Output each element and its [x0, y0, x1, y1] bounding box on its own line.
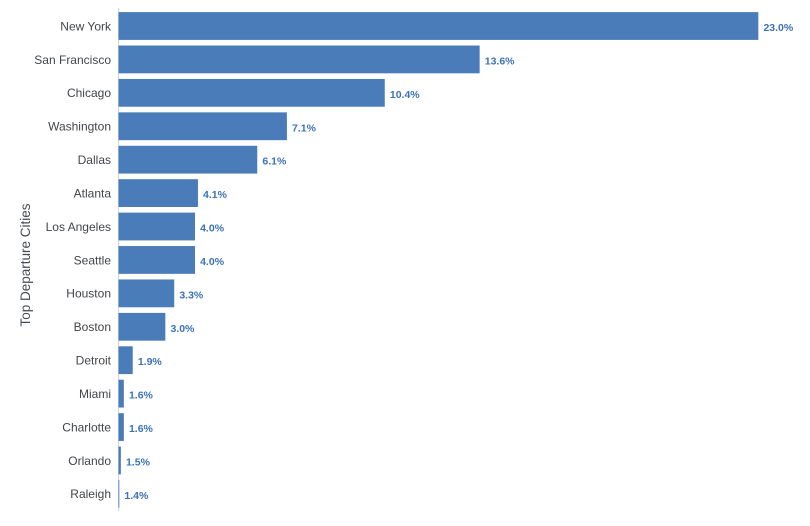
svg-text:Washington: Washington	[48, 120, 111, 134]
svg-text:Miami: Miami	[79, 387, 111, 401]
svg-text:4.0%: 4.0%	[200, 256, 225, 268]
svg-text:1.5%: 1.5%	[126, 456, 151, 468]
svg-text:7.1%: 7.1%	[292, 122, 317, 134]
svg-text:Atlanta: Atlanta	[74, 186, 112, 200]
svg-text:1.6%: 1.6%	[129, 390, 154, 402]
svg-text:New York: New York	[60, 19, 112, 33]
svg-text:3.0%: 3.0%	[170, 323, 195, 335]
svg-text:Chicago: Chicago	[67, 86, 111, 100]
svg-text:San Francisco: San Francisco	[34, 53, 111, 67]
svg-text:4.1%: 4.1%	[203, 189, 228, 201]
svg-text:13.6%: 13.6%	[485, 55, 515, 67]
svg-text:1.6%: 1.6%	[129, 423, 154, 435]
svg-text:Los Angeles: Los Angeles	[46, 220, 111, 234]
svg-text:Top Departure Cities: Top Departure Cities	[18, 203, 33, 326]
svg-text:Houston: Houston	[66, 287, 111, 301]
svg-text:6.1%: 6.1%	[262, 156, 287, 168]
svg-text:23.0%: 23.0%	[763, 22, 793, 34]
svg-text:3.3%: 3.3%	[179, 289, 204, 301]
svg-text:4.0%: 4.0%	[200, 223, 225, 235]
svg-text:Seattle: Seattle	[74, 253, 112, 267]
svg-text:Boston: Boston	[74, 320, 111, 334]
svg-text:Orlando: Orlando	[68, 454, 111, 468]
svg-text:Raleigh: Raleigh	[70, 487, 111, 501]
svg-text:10.4%: 10.4%	[390, 89, 420, 101]
svg-text:Charlotte: Charlotte	[62, 420, 111, 434]
svg-text:1.4%: 1.4%	[124, 490, 149, 502]
svg-text:Dallas: Dallas	[78, 153, 111, 167]
svg-text:Detroit: Detroit	[76, 354, 112, 368]
svg-text:1.9%: 1.9%	[138, 356, 163, 368]
